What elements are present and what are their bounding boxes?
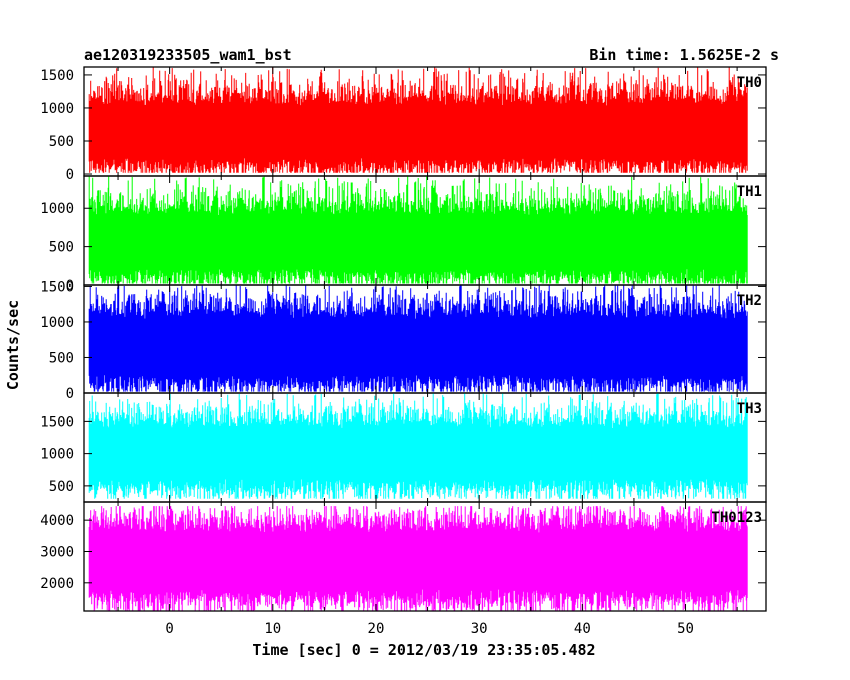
panel-label: TH1	[737, 184, 762, 200]
panel-label: TH0123	[711, 510, 762, 526]
y-tick-label: 1000	[40, 315, 74, 331]
y-tick-label: 500	[49, 479, 74, 495]
x-axis-title: Time [sec] 0 = 2012/03/19 23:35:05.482	[252, 641, 595, 659]
series-th2-line	[88, 285, 748, 392]
x-tick-label: 0	[165, 621, 173, 637]
panel-th3: 500 1000 1500 TH3	[40, 392, 767, 503]
y-tick-label: 1000	[40, 447, 74, 463]
y-tick-label: 1500	[40, 68, 74, 84]
x-tick-label: 10	[264, 621, 281, 637]
panel-th0: 0 500 1000 1500 TH0	[40, 66, 767, 183]
x-tick-label: 40	[574, 621, 591, 637]
y-tick-label: 1000	[40, 101, 74, 117]
series-th0123-line	[88, 506, 748, 611]
y-tick-label: 1500	[40, 279, 74, 295]
panel-frame	[83, 501, 767, 612]
y-tick-label: 1500	[40, 414, 74, 430]
x-tick-label: 50	[677, 621, 694, 637]
chart-title: ae120319233505_wam1_bst	[84, 46, 292, 64]
panel-th2: 0 500 1000 1500 TH2	[40, 279, 767, 402]
y-tick-label: 4000	[40, 513, 74, 529]
bin-time-label: Bin time: 1.5625E-2 s	[589, 46, 779, 64]
y-tick-label: 0	[66, 167, 74, 183]
y-tick-label: 0	[66, 278, 74, 294]
y-tick-label: 500	[49, 240, 74, 256]
panel-th0123: 2000 3000 4000 TH0123	[40, 501, 767, 612]
y-tick-label: 1000	[40, 201, 74, 217]
y-tick-label: 3000	[40, 544, 74, 560]
y-axis-title: Counts/sec	[4, 300, 22, 390]
y-tick-label: 500	[49, 134, 74, 150]
series-th1-line	[88, 176, 748, 284]
panel-label: TH0	[737, 75, 762, 91]
y-tick-label: 0	[66, 386, 74, 402]
series-th0-line	[88, 67, 748, 173]
x-tick-label: 20	[368, 621, 385, 637]
panel-label: TH3	[737, 401, 762, 417]
y-tick-label: 500	[49, 350, 74, 366]
series-th3-line	[88, 393, 748, 499]
panel-th1: 0 500 1000 TH1	[40, 175, 767, 294]
x-tick-label: 30	[471, 621, 488, 637]
panel-label: TH2	[737, 293, 762, 309]
y-tick-label: 2000	[40, 576, 74, 592]
